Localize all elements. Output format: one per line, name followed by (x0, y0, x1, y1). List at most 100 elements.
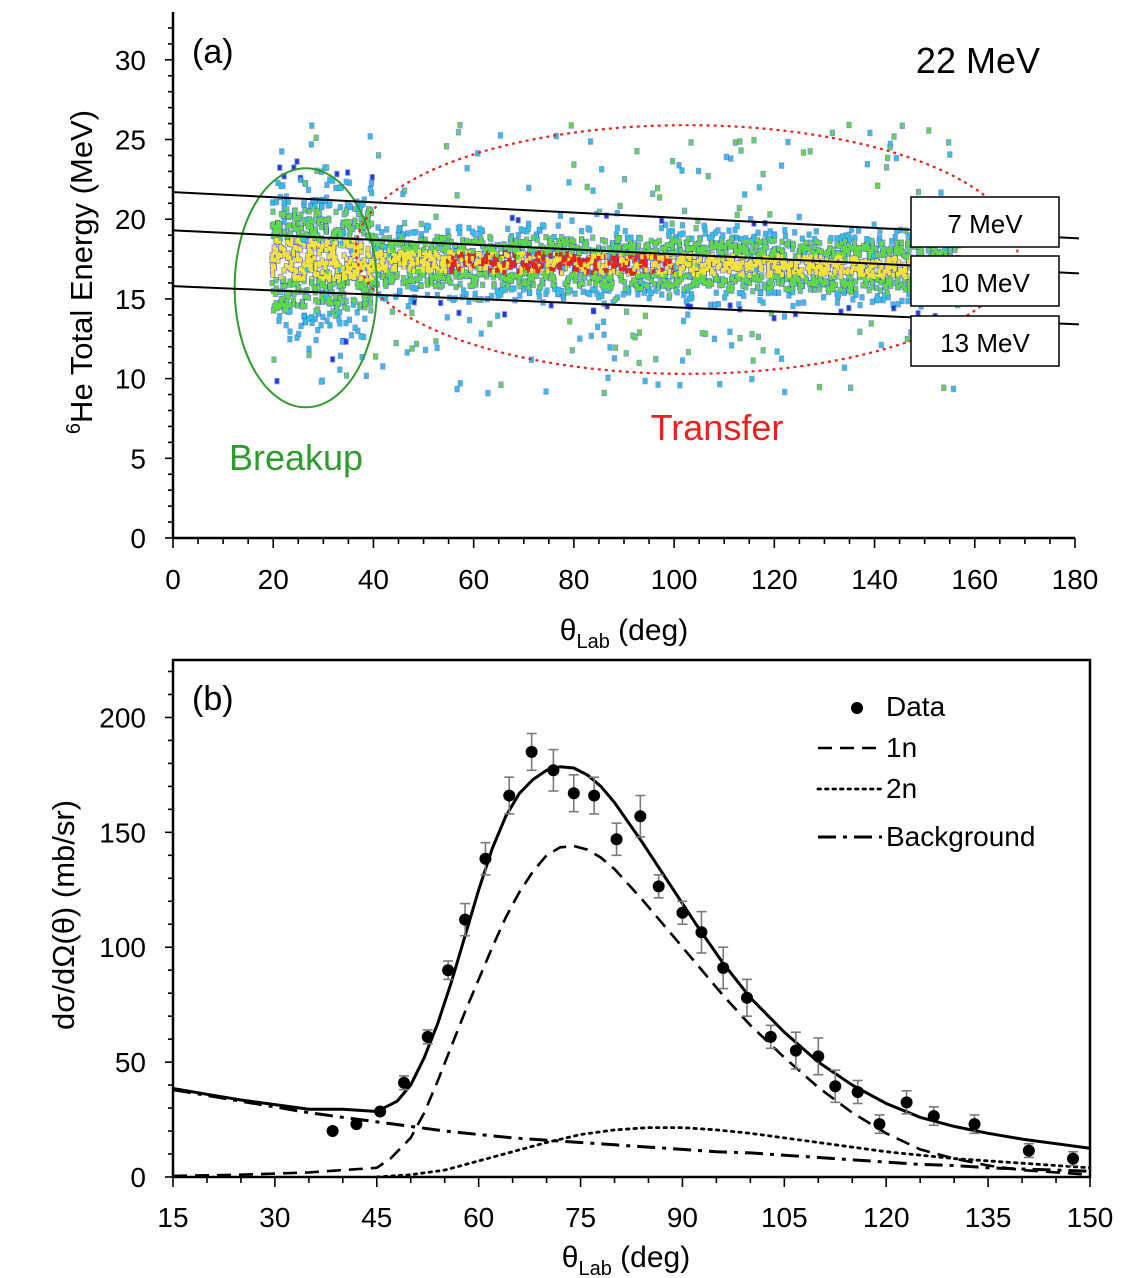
scatter-point (506, 253, 510, 259)
scatter-point (502, 311, 507, 317)
scatter-point (381, 257, 385, 263)
scatter-point (400, 240, 405, 246)
scatter-point (376, 272, 381, 278)
scatter-point (555, 256, 559, 262)
scatter-point (649, 238, 653, 244)
scatter-point (321, 314, 325, 320)
scatter-point (629, 248, 633, 253)
scatter-point (449, 249, 454, 255)
scatter-point (636, 235, 641, 241)
scatter-point (443, 263, 447, 269)
scatter-point (551, 282, 555, 288)
scatter-point (625, 235, 630, 241)
scatter-point (279, 183, 283, 189)
scatter-point (385, 227, 389, 232)
scatter-point (460, 268, 465, 273)
scatter-point (417, 249, 422, 255)
scatter-point (368, 296, 373, 302)
scatter-point (347, 268, 351, 274)
scatter-point (327, 217, 331, 223)
scatter-point (443, 268, 448, 274)
scatter-point (398, 233, 402, 239)
scatter-point (463, 261, 467, 267)
scatter-point (421, 258, 425, 264)
scatter-point (459, 257, 464, 263)
scatter-point (510, 272, 514, 278)
scatter-point (649, 290, 653, 296)
scatter-point (429, 278, 434, 284)
scatter-point (453, 270, 458, 276)
scatter-point (407, 246, 412, 252)
scatter-point (319, 203, 324, 209)
scatter-point (366, 264, 370, 270)
scatter-point (319, 224, 324, 230)
scatter-point (541, 256, 545, 262)
scatter-point (388, 278, 392, 284)
scatter-point (512, 286, 516, 291)
scatter-point (296, 215, 301, 221)
scatter-point (478, 231, 482, 237)
scatter-point (582, 262, 587, 268)
scatter-point (545, 288, 549, 294)
scatter-point (602, 278, 606, 284)
scatter-point (330, 246, 334, 252)
scatter-point (538, 263, 542, 269)
scatter-point (345, 202, 350, 208)
scatter-point (295, 159, 299, 164)
scatter-point (369, 289, 373, 295)
scatter-point (552, 251, 557, 257)
scatter-point (289, 266, 293, 272)
scatter-point (586, 263, 590, 269)
scatter-point (531, 282, 535, 288)
scatter-point (480, 282, 485, 288)
scatter-point (307, 265, 311, 271)
scatter-point (618, 272, 622, 277)
scatter-point (612, 256, 617, 262)
scatter-point (292, 273, 296, 278)
scatter-point (362, 301, 366, 306)
scatter-point (383, 252, 388, 258)
scatter-point (478, 252, 483, 257)
scatter-point (515, 247, 520, 252)
scatter-point (486, 258, 490, 264)
scatter-point (328, 322, 332, 328)
scatter-point (492, 269, 496, 275)
scatter-point (583, 240, 587, 246)
scatter-point (421, 263, 425, 269)
scatter-point (272, 250, 276, 256)
scatter-point (539, 254, 543, 259)
scatter-point (435, 292, 440, 298)
scatter-point (362, 257, 366, 263)
scatter-point (617, 244, 622, 250)
scatter-point (638, 279, 643, 285)
scatter-point (506, 284, 511, 290)
scatter-point (590, 257, 594, 263)
scatter-point (370, 280, 375, 285)
scatter-point (361, 279, 366, 285)
scatter-point (273, 291, 278, 297)
scatter-point (281, 278, 286, 284)
scatter-point (524, 258, 528, 263)
scatter-point (509, 278, 513, 283)
scatter-point (311, 197, 315, 203)
scatter-point (299, 276, 303, 282)
scatter-point (277, 253, 281, 259)
scatter-point (365, 287, 369, 293)
scatter-point (623, 228, 627, 234)
scatter-point (344, 275, 348, 280)
scatter-point (345, 170, 350, 175)
scatter-point (329, 236, 334, 242)
scatter-point (324, 242, 329, 248)
scatter-point (270, 252, 274, 258)
scatter-point (583, 269, 588, 275)
scatter-point (548, 248, 552, 254)
scatter-point (274, 286, 279, 291)
scatter-point (304, 231, 308, 237)
scatter-point (271, 209, 275, 215)
scatter-point (643, 261, 648, 267)
scatter-point (518, 283, 522, 289)
scatter-point (331, 250, 335, 255)
scatter-point (465, 249, 469, 255)
